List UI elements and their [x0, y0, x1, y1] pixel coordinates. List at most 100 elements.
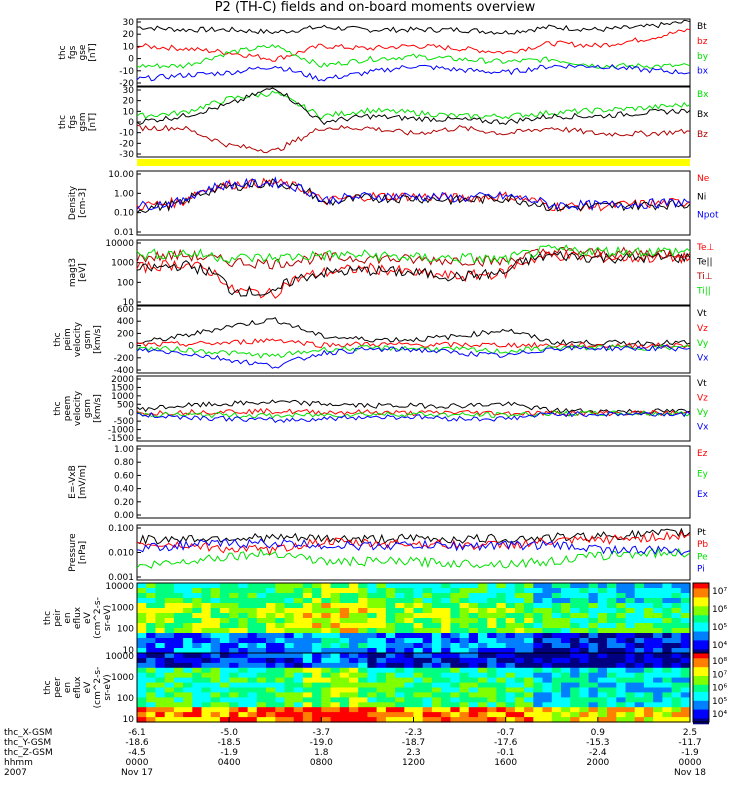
spectrogram-cell-peer: [284, 667, 295, 674]
spectrogram-cell-peer: [201, 653, 212, 659]
ylabel-peim_velocity: peim: [63, 328, 73, 351]
spectrogram-cell-peir: [441, 613, 451, 619]
spectrogram-cell-peir: [616, 613, 627, 619]
spectrogram-cell-peir: [192, 598, 203, 604]
spectrogram-cell-peer: [413, 697, 424, 703]
spectrogram-cell-peir: [478, 593, 488, 599]
spectrogram-cell-peer: [146, 667, 156, 674]
spectrogram-cell-peer: [588, 702, 599, 708]
spectrogram-cell-peir: [229, 643, 239, 649]
colorbar-peir: [693, 595, 709, 598]
spectrogram-cell-peer: [625, 692, 636, 698]
spectrogram-cell-peir: [625, 643, 636, 649]
colorbar-peer: [693, 690, 709, 693]
colorbar-peir: [693, 586, 709, 589]
ylabel-efield: E=-VxB: [68, 465, 78, 499]
spectrogram-cell-peir: [671, 608, 682, 614]
spectrogram-cell-peir: [376, 593, 387, 599]
spectrogram-cell-peer: [137, 667, 147, 674]
spectrogram-cell-peir: [505, 598, 516, 604]
spectrogram-cell-peir: [404, 643, 415, 649]
spectrogram-cell-peir: [597, 603, 608, 609]
colorbar-peir: [693, 617, 709, 620]
spectrogram-cell-peir: [680, 618, 691, 624]
spectrogram-cell-peir: [579, 638, 590, 644]
spectrogram-cell-peir: [238, 638, 249, 644]
colorbar-peer: [693, 661, 709, 665]
spectrogram-cell-peer: [496, 717, 507, 723]
spectrogram-cell-peer: [478, 692, 488, 698]
spectrogram-cell-peer: [561, 667, 571, 674]
spectrogram-cell-peer: [201, 667, 212, 674]
spectrogram-cell-peir: [358, 638, 368, 644]
spectrogram-cell-peer: [395, 657, 405, 664]
spectrogram-cell-peir: [588, 603, 599, 609]
spectrogram-cell-peir: [404, 633, 415, 639]
spectrogram-cell-peer: [643, 653, 654, 659]
ytick-peim_velocity: 400: [117, 317, 134, 327]
spectrogram-cell-peir: [459, 648, 470, 654]
spectrogram-cell-peer: [247, 687, 258, 693]
spectrogram-cell-peir: [533, 598, 544, 604]
spectrogram-cell-peir: [367, 638, 378, 644]
spectrogram-cell-peer: [542, 672, 553, 679]
spectrogram-cell-peir: [293, 583, 304, 589]
spectrogram-cell-peer: [302, 717, 313, 723]
spectrogram-cell-peir: [339, 618, 350, 624]
spectrogram-cell-peir: [229, 613, 239, 619]
spectrogram-cell-peer: [302, 677, 313, 684]
colorbar-peer: [693, 688, 709, 691]
spectrogram-cell-peer: [561, 672, 571, 679]
spectrogram-cell-peer: [256, 662, 267, 669]
spectrogram-cell-peer: [653, 662, 663, 669]
spectrogram-cell-peer: [413, 687, 424, 693]
spectrogram-cell-peir: [201, 628, 212, 634]
spectrogram-cell-peer: [441, 712, 451, 718]
spectrogram-cell-peir: [533, 633, 544, 639]
spectrogram-cell-peir: [413, 628, 424, 634]
spectrogram-cell-peir: [210, 638, 221, 644]
spectrogram-cell-peir: [496, 623, 507, 629]
spectrogram-cell-peir: [201, 618, 212, 624]
spectrogram-cell-peer: [505, 672, 516, 679]
spectrogram-cell-peir: [643, 583, 654, 589]
spectrogram-cell-peir: [616, 588, 627, 594]
spectrogram-cell-peir: [524, 608, 534, 614]
spectrogram-cell-peer: [284, 672, 295, 679]
axis-value: -1.9: [681, 748, 699, 758]
legend-fgs_gsm: Bx: [697, 110, 709, 120]
spectrogram-cell-peir: [312, 588, 322, 594]
spectrogram-cell-peer: [413, 702, 424, 708]
spectrogram-cell-peir: [496, 613, 507, 619]
spectrogram-cell-peer: [238, 662, 249, 669]
spectrogram-cell-peir: [349, 633, 359, 639]
spectrogram-cell-peir: [496, 603, 507, 609]
spectrogram-cell-peir: [146, 613, 156, 619]
spectrogram-cell-peir: [266, 638, 276, 644]
spectrogram-cell-peir: [358, 643, 368, 649]
spectrogram-cell-peir: [588, 613, 599, 619]
ylabel-fgs_gsm: thc: [58, 115, 68, 129]
spectrogram-cell-peir: [496, 643, 507, 649]
spectrogram-cell-peer: [302, 672, 313, 679]
spectrogram-cell-peir: [478, 588, 488, 594]
spectrogram-cell-peer: [597, 702, 608, 708]
axis-value: -2.3: [405, 728, 423, 738]
spectrogram-cell-peer: [395, 717, 405, 723]
spectrogram-cell-peer: [634, 712, 645, 718]
spectrogram-cell-peer: [330, 677, 341, 684]
spectrogram-cell-peir: [275, 593, 286, 599]
spectrogram-cell-peer: [422, 697, 433, 703]
series-peem_velocity-1: [136, 407, 691, 417]
spectrogram-cell-peir: [570, 628, 580, 634]
spectrogram-cell-peer: [385, 662, 396, 669]
spectrogram-cell-peer: [146, 702, 156, 708]
spectrogram-cell-peir: [671, 598, 682, 604]
spectrogram-cell-peir: [247, 588, 258, 594]
spectrogram-cell-peer: [210, 677, 221, 684]
spectrogram-cell-peir: [505, 593, 516, 599]
spectrogram-cell-peer: [367, 672, 378, 679]
spectrogram-cell-peer: [146, 687, 156, 693]
spectrogram-cell-peer: [450, 682, 461, 689]
spectrogram-cell-peir: [561, 623, 571, 629]
